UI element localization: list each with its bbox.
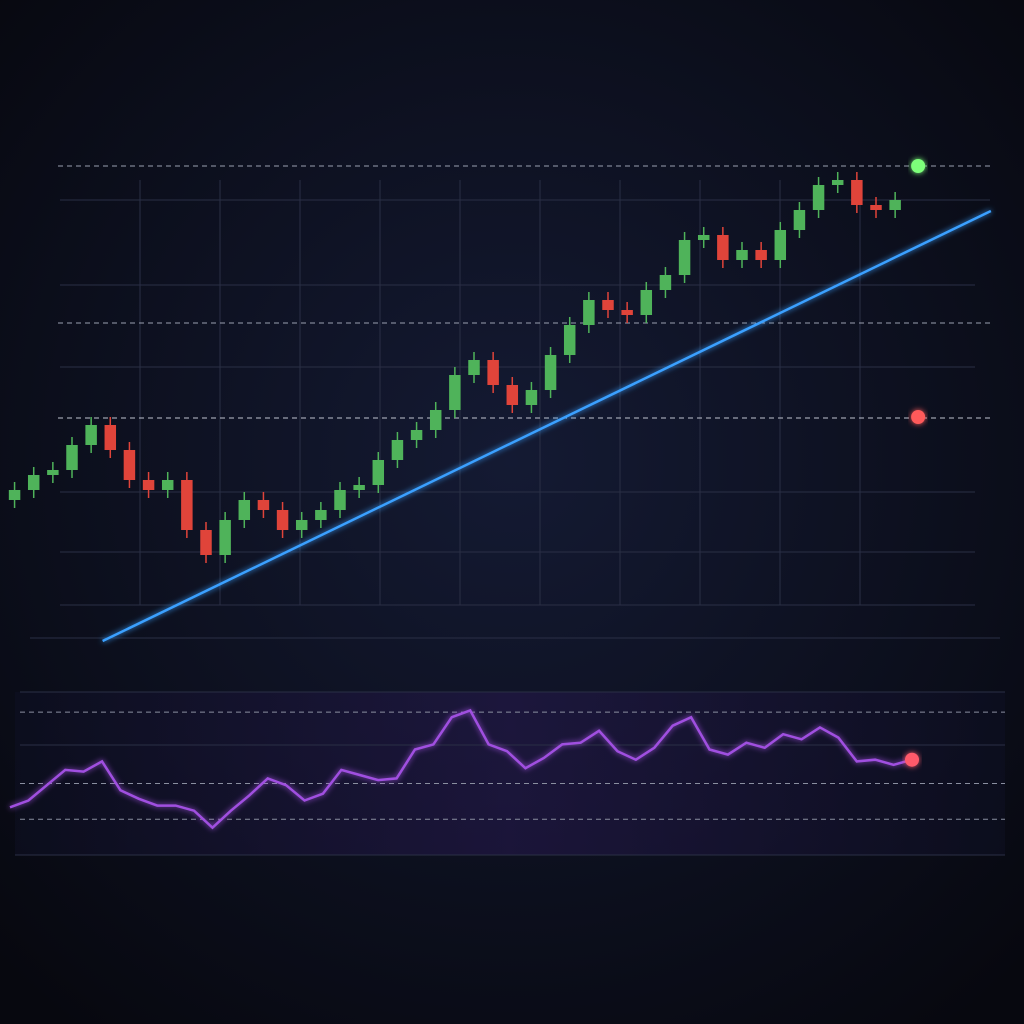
candle-body <box>889 200 901 210</box>
candle-body <box>161 480 174 490</box>
candle-body <box>583 300 595 325</box>
candle-body <box>85 425 97 445</box>
candle-body <box>27 475 40 490</box>
candle-body <box>793 210 806 230</box>
candle-body <box>66 445 78 470</box>
candle-body <box>276 510 289 530</box>
candle-body <box>659 275 672 290</box>
layout-grid <box>15 180 1005 856</box>
candle-body <box>487 360 499 385</box>
candle-body <box>47 470 59 475</box>
candle-body <box>870 205 882 210</box>
candle-body <box>678 240 691 275</box>
candle-body <box>334 490 346 510</box>
candle-body <box>774 230 787 260</box>
candle-body <box>372 460 385 485</box>
candle-body <box>353 485 365 490</box>
candle-body <box>544 355 557 390</box>
candle-body <box>429 410 442 430</box>
candle-body <box>736 250 748 260</box>
candle-body <box>812 185 825 210</box>
candle-body <box>123 450 136 480</box>
candle-body <box>563 325 576 355</box>
candle-body <box>755 250 767 260</box>
candle-body <box>200 530 212 555</box>
candle-body <box>257 500 270 510</box>
candle-body <box>525 390 538 405</box>
indicator-panel <box>15 692 1005 855</box>
candle-body <box>468 360 480 375</box>
candle-body <box>851 180 863 205</box>
candle-body <box>219 520 231 555</box>
candle-body <box>142 480 155 490</box>
indicator-line <box>9 708 913 830</box>
candle-body <box>640 290 653 315</box>
candle-body <box>506 385 519 405</box>
candle-body <box>410 430 423 440</box>
candle-body <box>602 300 614 310</box>
candle-body <box>295 520 308 530</box>
candle-body <box>104 425 117 450</box>
trend-line <box>102 209 992 643</box>
candle-body <box>621 310 633 315</box>
candle-body <box>697 235 710 240</box>
candle-body <box>315 510 327 520</box>
candle-body <box>391 440 404 460</box>
indicator-end-marker <box>905 752 919 767</box>
price-marker <box>911 159 926 173</box>
candle-body <box>8 490 21 500</box>
candle-body <box>717 235 729 260</box>
candle-body <box>831 180 844 185</box>
price-marker <box>911 410 926 424</box>
candle-body <box>449 375 461 410</box>
candle-body <box>238 500 251 520</box>
candle-body <box>181 480 193 530</box>
